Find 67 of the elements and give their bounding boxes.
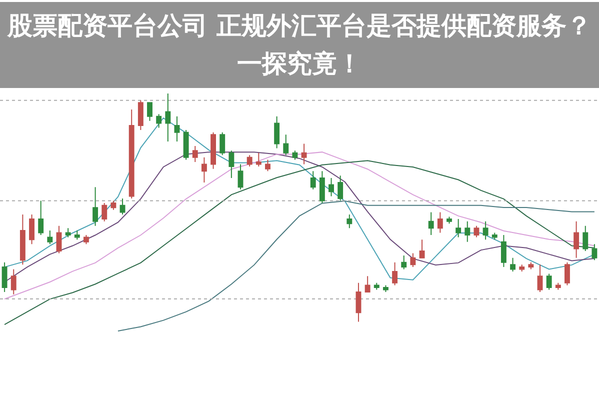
chart-title: 股票配资平台公司 正规外汇平台是否提供配资服务？一探究竟！ xyxy=(6,10,592,80)
candlestick xyxy=(346,214,352,229)
candlestick xyxy=(500,234,506,268)
candlestick xyxy=(47,230,53,245)
candlestick xyxy=(283,134,289,156)
candlestick xyxy=(183,130,189,160)
candlestick xyxy=(246,154,252,168)
candlestick xyxy=(564,262,570,286)
candlestick xyxy=(174,116,180,142)
candlestick xyxy=(265,159,270,172)
candlestick xyxy=(165,93,171,142)
candlestick xyxy=(10,268,16,295)
candlestick xyxy=(192,146,198,162)
candlestick xyxy=(383,284,388,293)
candlestick xyxy=(228,150,234,178)
candlestick xyxy=(128,109,134,199)
candlestick xyxy=(401,255,407,270)
candlestick xyxy=(328,177,334,197)
candlestick xyxy=(510,257,516,272)
candlestick xyxy=(392,262,398,286)
candlestick xyxy=(274,116,280,149)
candlestick xyxy=(110,200,116,210)
candlestick xyxy=(356,282,362,322)
candlestick xyxy=(592,244,598,261)
candlestick xyxy=(92,186,98,226)
candlestick xyxy=(120,198,126,215)
candlestick xyxy=(482,220,488,240)
candlestick xyxy=(138,100,144,131)
candlestick xyxy=(238,164,244,190)
candlestick xyxy=(574,220,580,258)
candlestick xyxy=(319,170,325,204)
candlestick xyxy=(419,239,425,258)
candlestick xyxy=(464,220,470,242)
candlestick xyxy=(537,264,543,293)
candlestick xyxy=(102,202,108,222)
candlestick xyxy=(74,230,80,240)
candlestick xyxy=(519,264,525,272)
candlestick xyxy=(338,175,344,202)
candlestick xyxy=(374,282,380,290)
candlestick xyxy=(156,114,162,128)
candlestick xyxy=(2,262,8,293)
candlestick xyxy=(38,200,44,236)
candlestick xyxy=(256,152,262,168)
candlestick xyxy=(65,228,71,238)
candlestick xyxy=(437,212,443,234)
candlestick xyxy=(555,282,561,290)
candlestick xyxy=(29,214,34,245)
candlestick xyxy=(428,212,434,236)
candlestick xyxy=(310,170,316,190)
candlestick xyxy=(147,102,152,122)
candlestick xyxy=(410,252,416,268)
candlestick xyxy=(474,225,480,238)
candlestick xyxy=(492,232,498,240)
candlestick xyxy=(210,132,216,170)
candlestick xyxy=(84,234,89,245)
candlestick xyxy=(220,132,226,156)
candlestick xyxy=(20,214,26,266)
candlestick xyxy=(201,156,207,184)
candlestick xyxy=(456,218,462,238)
candlestick xyxy=(364,276,370,293)
candlestick xyxy=(292,150,298,160)
candlestick xyxy=(446,216,452,224)
candlestick xyxy=(301,143,307,165)
candlestick xyxy=(528,262,534,270)
candlestick xyxy=(546,273,552,290)
candlestick xyxy=(582,225,588,252)
candlestick xyxy=(56,225,62,254)
